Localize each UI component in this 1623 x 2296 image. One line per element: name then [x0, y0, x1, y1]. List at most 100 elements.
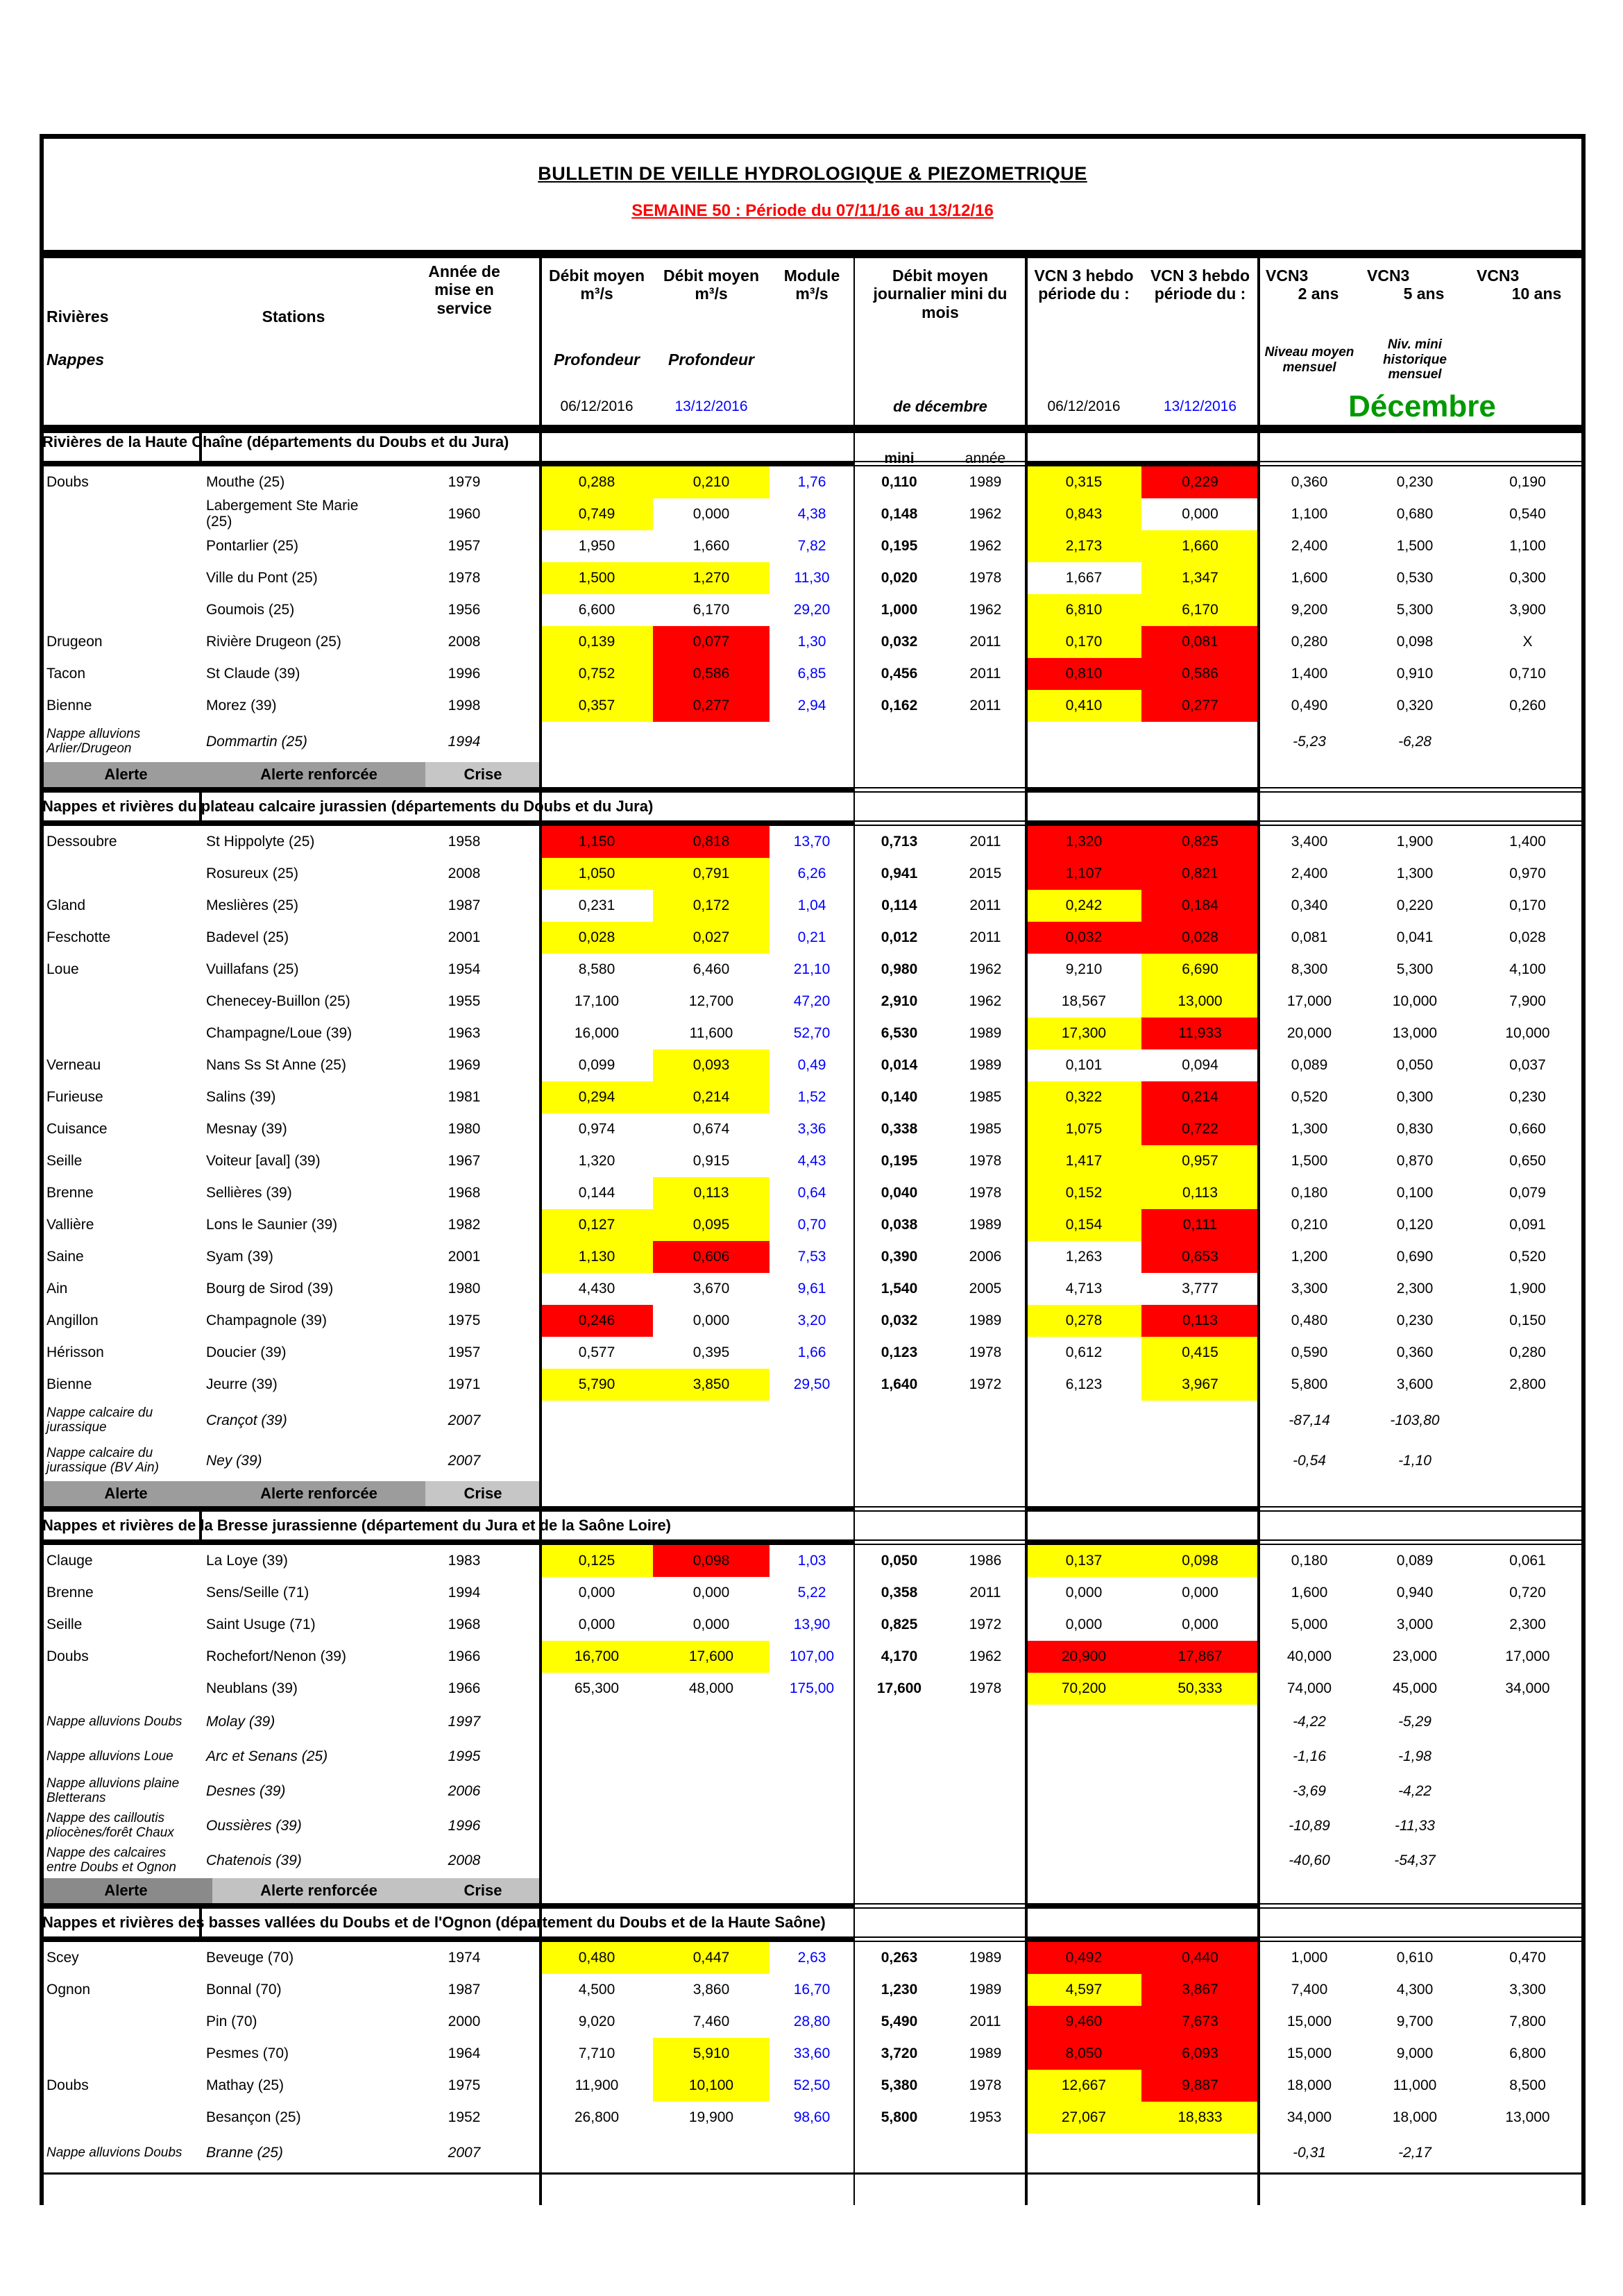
empty-cell	[541, 2134, 653, 2172]
vcn3-hebdo1-cell: 1,320	[1026, 826, 1141, 858]
label-de-decembre: de décembre	[893, 398, 987, 416]
debit-sem2-cell: 48,000	[688, 1680, 734, 1696]
station-row: Doubs Mouthe (25) 1979 0,288 0,210 1,76 0,110 1…	[40, 466, 1586, 498]
vcn3-2ans-cell: 1,500	[1291, 1152, 1328, 1169]
vcn3-5ans-cell: 5,300	[1396, 961, 1434, 977]
module-cell: 4,43	[797, 1152, 826, 1169]
riviere-cell	[40, 562, 199, 594]
legend-row: Alerte Alerte renforcée Crise	[40, 1481, 1586, 1506]
vcn3-hebdo1-cell: 0,101	[1065, 1056, 1103, 1073]
vcn3-hebdo2-cell: 7,673	[1141, 2006, 1259, 2038]
vcn3-hebdo2-cell: 0,184	[1141, 890, 1259, 922]
vcn3-10ans-cell: 2,300	[1509, 1616, 1546, 1632]
debit-sem1-cell: 5,790	[541, 1369, 653, 1401]
empty-cell	[1141, 1705, 1259, 1739]
column-rule-mini	[853, 250, 855, 2205]
debit-mini-cell: 0,012	[881, 929, 918, 945]
col-header-rivieres: Rivières	[46, 307, 109, 326]
debit-mini-cell: 0,195	[881, 1152, 918, 1169]
riviere-cell: Doubs	[46, 2077, 89, 2093]
table-body: Rivières de la Haute Chaîne (département…	[40, 433, 1586, 2172]
annee-mini-cell: 1962	[969, 537, 1002, 554]
empty-cell	[541, 722, 653, 762]
station-row: Drugeon Rivière Drugeon (25) 2008 0,139 0,07…	[40, 626, 1586, 658]
empty-cell	[1141, 1739, 1259, 1774]
empty-cell	[653, 722, 770, 762]
vcn3-10ans-cell: 0,540	[1509, 505, 1546, 522]
station-row: Doubs Mathay (25) 1975 11,900 10,100 52,50 5,3…	[40, 2070, 1586, 2102]
annee-service-cell: 1994	[448, 1584, 481, 1601]
annee-service-cell: 1994	[448, 733, 481, 750]
empty-cell	[653, 1739, 770, 1774]
station-cell: Vuillafans (25)	[206, 961, 299, 977]
vcn3-5ans-cell: 0,680	[1396, 505, 1434, 522]
niv-mini-historique-cell: -11,33	[1395, 1817, 1435, 1834]
vcn3-2ans-cell: 18,000	[1286, 2077, 1332, 2093]
station-cell: Syam (39)	[206, 1248, 273, 1265]
vcn3-10ans-cell: 0,710	[1509, 665, 1546, 682]
vcn3-hebdo1-cell: 4,713	[1065, 1280, 1103, 1297]
annee-service-cell: 1957	[448, 1344, 481, 1360]
vcn3-hebdo2-cell: 9,887	[1141, 2070, 1259, 2102]
vcn3-hebdo2-cell: 1,347	[1141, 562, 1259, 594]
empty-cell	[653, 2134, 770, 2172]
vcn3-2ans-cell: 0,180	[1291, 1184, 1328, 1201]
annee-mini-cell: 2011	[969, 833, 1001, 850]
debit-mini-cell: 0,123	[881, 1344, 918, 1360]
section-divider-bar	[40, 820, 1586, 826]
section-title: Nappes et rivières de la Bresse jurassie…	[42, 1517, 672, 1534]
header-row-nappes: Nappes Profondeur Profondeur Niveau moye…	[40, 331, 1586, 389]
vcn3-10ans-cell: 8,500	[1509, 2077, 1546, 2093]
debit-mini-cell: 0,038	[881, 1216, 918, 1233]
station-row: Bienne Jeurre (39) 1971 5,790 3,850 29,50 1,64…	[40, 1369, 1586, 1401]
module-cell: 0,49	[797, 1056, 826, 1073]
station-cell: St Claude (39)	[206, 665, 300, 682]
module-cell: 21,10	[793, 961, 831, 977]
vcn3-hebdo2-cell: 0,111	[1141, 1209, 1259, 1241]
station-row: Scey Beveuge (70) 1974 0,480 0,447 2,63 0,263 1…	[40, 1942, 1586, 1974]
station-cell: Bourg de Sirod (39)	[206, 1280, 334, 1297]
debit-sem2-cell: 0,214	[653, 1081, 770, 1113]
module-cell: 175,00	[789, 1680, 835, 1696]
legend-filler	[541, 762, 1586, 787]
label-decembre: Décembre	[1348, 389, 1496, 423]
riviere-cell: Ognon	[46, 1981, 91, 1998]
section-column-tick	[199, 793, 202, 820]
vcn3-2ans-cell: 17,000	[1286, 993, 1332, 1009]
annee-mini-cell: 2011	[969, 1584, 1001, 1601]
vcn3-2ans-cell: 2,400	[1291, 537, 1328, 554]
annee-service-cell: 1958	[448, 833, 481, 850]
vcn3-hebdo2-cell: 3,967	[1141, 1369, 1259, 1401]
annee-mini-cell: 2006	[969, 1248, 1002, 1265]
vcn3-2ans-cell: 0,520	[1291, 1088, 1328, 1105]
station-row: Bienne Morez (39) 1998 0,357 0,277 2,94 0,162 2…	[40, 690, 1586, 722]
empty-cell	[1470, 1705, 1586, 1739]
station-cell: Pin (70)	[206, 2013, 257, 2029]
debit-mini-cell: 6,530	[881, 1024, 918, 1041]
vcn-date-2: 13/12/2016	[1163, 398, 1237, 414]
module-cell: 2,63	[797, 1949, 826, 1966]
empty-cell	[944, 1843, 1026, 1878]
station-row: Ognon Bonnal (70) 1987 4,500 3,860 16,70 1,230…	[40, 1974, 1586, 2006]
vcn3-hebdo2-cell: 13,000	[1141, 986, 1259, 1018]
station-cell: Morez (39)	[206, 697, 277, 714]
station-row: Pin (70) 2000 9,020 7,460 28,80 5,490 2011 9,46…	[40, 2006, 1586, 2038]
vcn3-5ans-cell: 0,120	[1396, 1216, 1434, 1233]
module-cell: 7,82	[797, 537, 826, 554]
module-cell: 1,30	[797, 633, 826, 650]
riviere-cell: Saine	[46, 1248, 84, 1265]
riviere-cell: Vallière	[46, 1216, 94, 1233]
empty-cell	[944, 1809, 1026, 1843]
mini-column-label: mini	[884, 450, 915, 466]
legend-filler	[541, 1481, 1586, 1506]
debit-sem1-cell: 0,749	[541, 498, 653, 530]
vcn3-10ans-cell: 1,400	[1509, 833, 1546, 850]
vcn3-hebdo2-cell: 1,660	[1141, 530, 1259, 562]
vcn3-5ans-cell: 4,300	[1396, 1981, 1434, 1998]
riviere-cell: Angillon	[46, 1312, 99, 1328]
riviere-cell: Nappe alluvions Loue	[46, 1748, 173, 1764]
vcn3-2ans-cell: 15,000	[1286, 2045, 1332, 2061]
col-header-annee-service: Année de mise en service	[428, 262, 500, 317]
station-cell: Desnes (39)	[206, 1782, 286, 1799]
riviere-cell	[40, 858, 199, 890]
